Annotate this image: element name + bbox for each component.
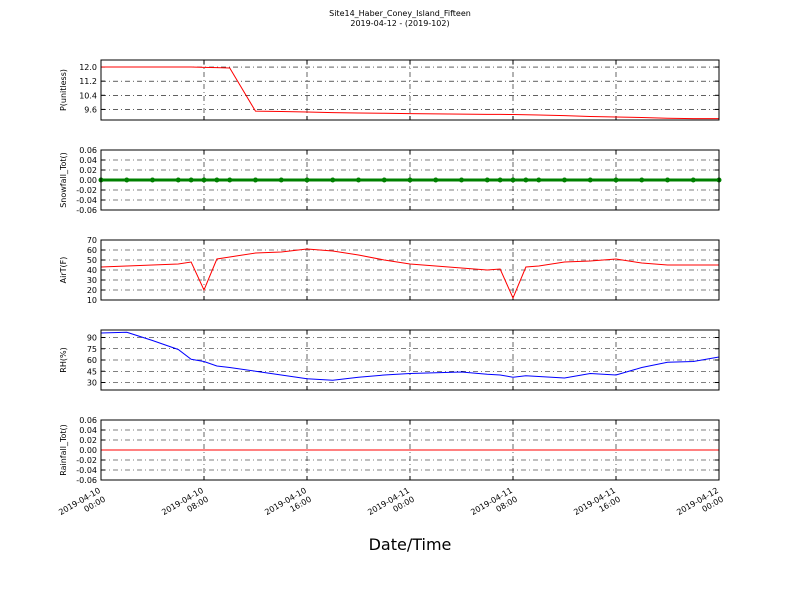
data-marker (227, 177, 233, 183)
y-axis-label: P(unitless) (59, 69, 68, 111)
y-tick-label: -0.02 (76, 186, 97, 195)
x-tick-label: 2019-04-1116:00 (572, 486, 622, 526)
axes-frame (100, 149, 720, 211)
data-marker (356, 177, 361, 183)
x-tick-label: 2019-04-1016:00 (263, 486, 313, 526)
data-marker (304, 177, 310, 183)
data-marker (639, 177, 645, 183)
y-tick-label: 0.04 (79, 426, 97, 435)
x-tick-label: 2019-04-1000:00 (57, 486, 107, 526)
axes-frame (100, 239, 720, 301)
y-tick-label: 0.00 (79, 446, 97, 455)
title: Site14_Haber_Coney_Island_Fifteen (329, 9, 471, 18)
x-tick-label: 2019-04-1100:00 (366, 486, 416, 526)
y-tick-label: 40 (87, 266, 97, 275)
y-tick-label: 9.6 (84, 105, 97, 114)
axes-frame (100, 59, 720, 121)
data-marker (536, 177, 542, 183)
y-tick-label: 45 (87, 367, 97, 376)
data-marker (214, 177, 220, 183)
data-marker (407, 177, 413, 183)
y-tick-label: -0.06 (76, 206, 97, 215)
axes-frame (100, 329, 720, 391)
y-tick-label: 0.06 (79, 416, 97, 425)
data-marker (124, 177, 130, 183)
data-line (101, 66, 719, 120)
y-tick-label: 0.06 (79, 146, 97, 155)
data-marker (613, 177, 619, 183)
y-axis-label: Snowfall_Tot() (59, 152, 68, 208)
y-axis-label: RH(%) (59, 347, 68, 372)
y-tick-label: 12.0 (79, 63, 97, 72)
y-tick-label: 60 (87, 356, 97, 365)
data-line (100, 331, 720, 381)
y-tick-label: 0.00 (79, 176, 97, 185)
data-marker (433, 177, 439, 183)
x-tick-label: 2019-04-1108:00 (469, 486, 519, 526)
data-marker (523, 177, 529, 183)
data-marker (665, 177, 670, 183)
data-marker (201, 177, 207, 183)
data-marker (188, 177, 194, 183)
x-tick-label: 2019-04-1008:00 (160, 486, 210, 526)
data-marker (330, 177, 336, 183)
data-marker (497, 177, 503, 183)
y-tick-label: 70 (87, 236, 97, 245)
y-axis-label: Rainfall_Tot() (59, 424, 68, 476)
data-marker (278, 177, 284, 183)
y-axis-label: AirT(F) (59, 257, 68, 284)
data-marker (381, 177, 387, 183)
y-tick-label: 30 (87, 276, 97, 285)
y-tick-label: 10.4 (79, 91, 97, 100)
y-tick-label: 20 (87, 286, 97, 295)
data-marker (175, 177, 181, 183)
y-tick-label: -0.04 (76, 466, 97, 475)
y-tick-label: 75 (87, 345, 97, 354)
data-line (100, 248, 719, 300)
data-marker (459, 177, 464, 183)
y-tick-label: -0.02 (76, 456, 97, 465)
y-tick-label: 0.02 (79, 166, 97, 175)
subtitle: 2019-04-12 - (2019-102) (350, 19, 449, 28)
axes-frame (100, 419, 720, 481)
y-tick-label: 60 (87, 246, 97, 255)
data-marker (484, 177, 490, 183)
x-tick-label: 2019-04-1200:00 (675, 486, 725, 526)
y-tick-label: 0.04 (79, 156, 97, 165)
data-marker (690, 177, 696, 183)
x-axis-label: Date/Time (369, 535, 452, 554)
y-tick-label: -0.04 (76, 196, 97, 205)
y-tick-label: 11.2 (79, 77, 97, 86)
y-tick-label: -0.06 (76, 476, 97, 485)
data-marker (150, 177, 155, 183)
y-tick-label: 0.02 (79, 436, 97, 445)
y-tick-label: 90 (87, 334, 97, 343)
data-marker (510, 177, 516, 183)
y-tick-label: 30 (87, 379, 97, 388)
data-marker (587, 177, 593, 183)
data-marker (253, 177, 258, 183)
data-marker (562, 177, 567, 183)
y-tick-label: 50 (87, 256, 97, 265)
y-tick-label: 10 (87, 296, 97, 305)
